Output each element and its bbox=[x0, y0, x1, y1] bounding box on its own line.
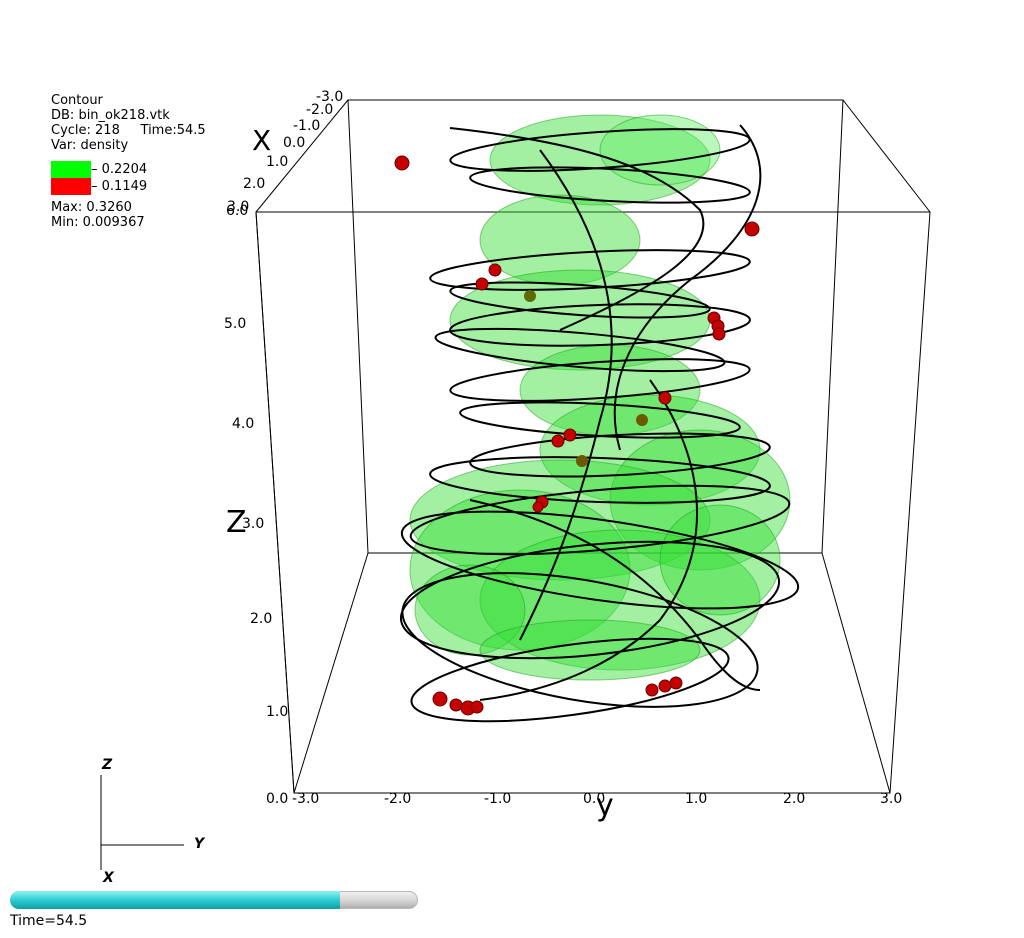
x-tick-6: 3.0 bbox=[227, 199, 249, 215]
y-axis-title: y bbox=[596, 788, 614, 823]
x-tick-1: -2.0 bbox=[306, 102, 333, 118]
orientation-triad: Z Y X bbox=[100, 757, 206, 886]
particles bbox=[394, 155, 760, 716]
z-tick-2: 2.0 bbox=[250, 611, 272, 627]
y-tick-4: 1.0 bbox=[685, 791, 707, 807]
x-tick-0: -3.0 bbox=[316, 89, 343, 105]
y-axis: -3.0 -2.0 -1.0 0.0 1.0 2.0 3.0 y bbox=[292, 788, 902, 823]
y-tick-3: 0.0 bbox=[583, 791, 605, 807]
time-slider-fill bbox=[10, 891, 341, 909]
triad-z-label: Z bbox=[101, 757, 113, 773]
y-tick-1: -2.0 bbox=[384, 791, 411, 807]
legend-variable: Var: density bbox=[51, 138, 129, 153]
legend-plot-type: Contour bbox=[51, 93, 103, 108]
y-tick-6: 3.0 bbox=[880, 791, 902, 807]
legend-level-1-value: – 0.2204 bbox=[91, 162, 148, 177]
time-slider[interactable] bbox=[10, 891, 418, 909]
plot-legend: Contour DB: bin_ok218.vtk Cycle: 218 Tim… bbox=[51, 93, 206, 230]
time-label: Time=54.5 bbox=[10, 913, 88, 929]
legend-level-2-value: – 0.1149 bbox=[91, 179, 148, 194]
y-tick-2: -1.0 bbox=[484, 791, 511, 807]
z-axis: 5.0 4.0 3.0 2.0 1.0 0.0 6.0 Z bbox=[224, 203, 295, 807]
legend-min: Min: 0.009367 bbox=[51, 215, 145, 230]
triad-x-label: X bbox=[102, 870, 115, 886]
legend-max: Max: 0.3260 bbox=[51, 200, 132, 215]
field-lines bbox=[399, 124, 800, 723]
x-tick-2: -1.0 bbox=[293, 118, 320, 134]
x-axis-title: X bbox=[252, 124, 271, 157]
z-tick-1: 1.0 bbox=[266, 704, 288, 720]
triad-y-label: Y bbox=[194, 836, 206, 852]
z-tick-origin: 0.0 bbox=[266, 791, 288, 807]
z-tick-3: 3.0 bbox=[242, 516, 264, 532]
legend-swatch-green bbox=[51, 161, 91, 178]
z-tick-6: 6.0 bbox=[226, 203, 248, 219]
legend-cycle: Cycle: 218 bbox=[51, 123, 120, 138]
bounding-box bbox=[255, 99, 931, 794]
x-tick-4: 1.0 bbox=[266, 154, 288, 170]
z-tick-5: 5.0 bbox=[224, 316, 246, 332]
z-axis-title: Z bbox=[226, 505, 247, 540]
legend-swatch-red bbox=[51, 178, 91, 195]
density-isosurface bbox=[409, 114, 791, 681]
y-tick-0: -3.0 bbox=[292, 791, 319, 807]
z-tick-4: 4.0 bbox=[232, 416, 254, 432]
legend-cycle-time: Cycle: 218 Time:54.5 bbox=[51, 123, 206, 138]
legend-level-1: – 0.2204 bbox=[51, 161, 206, 178]
legend-time: Time:54.5 bbox=[140, 123, 206, 138]
x-tick-5: 2.0 bbox=[243, 176, 265, 192]
legend-level-2: – 0.1149 bbox=[51, 178, 206, 195]
x-axis: -3.0 -2.0 -1.0 0.0 1.0 2.0 3.0 X bbox=[227, 89, 343, 215]
y-tick-5: 2.0 bbox=[783, 791, 805, 807]
legend-database: DB: bin_ok218.vtk bbox=[51, 108, 170, 123]
x-tick-3: 0.0 bbox=[283, 135, 305, 151]
